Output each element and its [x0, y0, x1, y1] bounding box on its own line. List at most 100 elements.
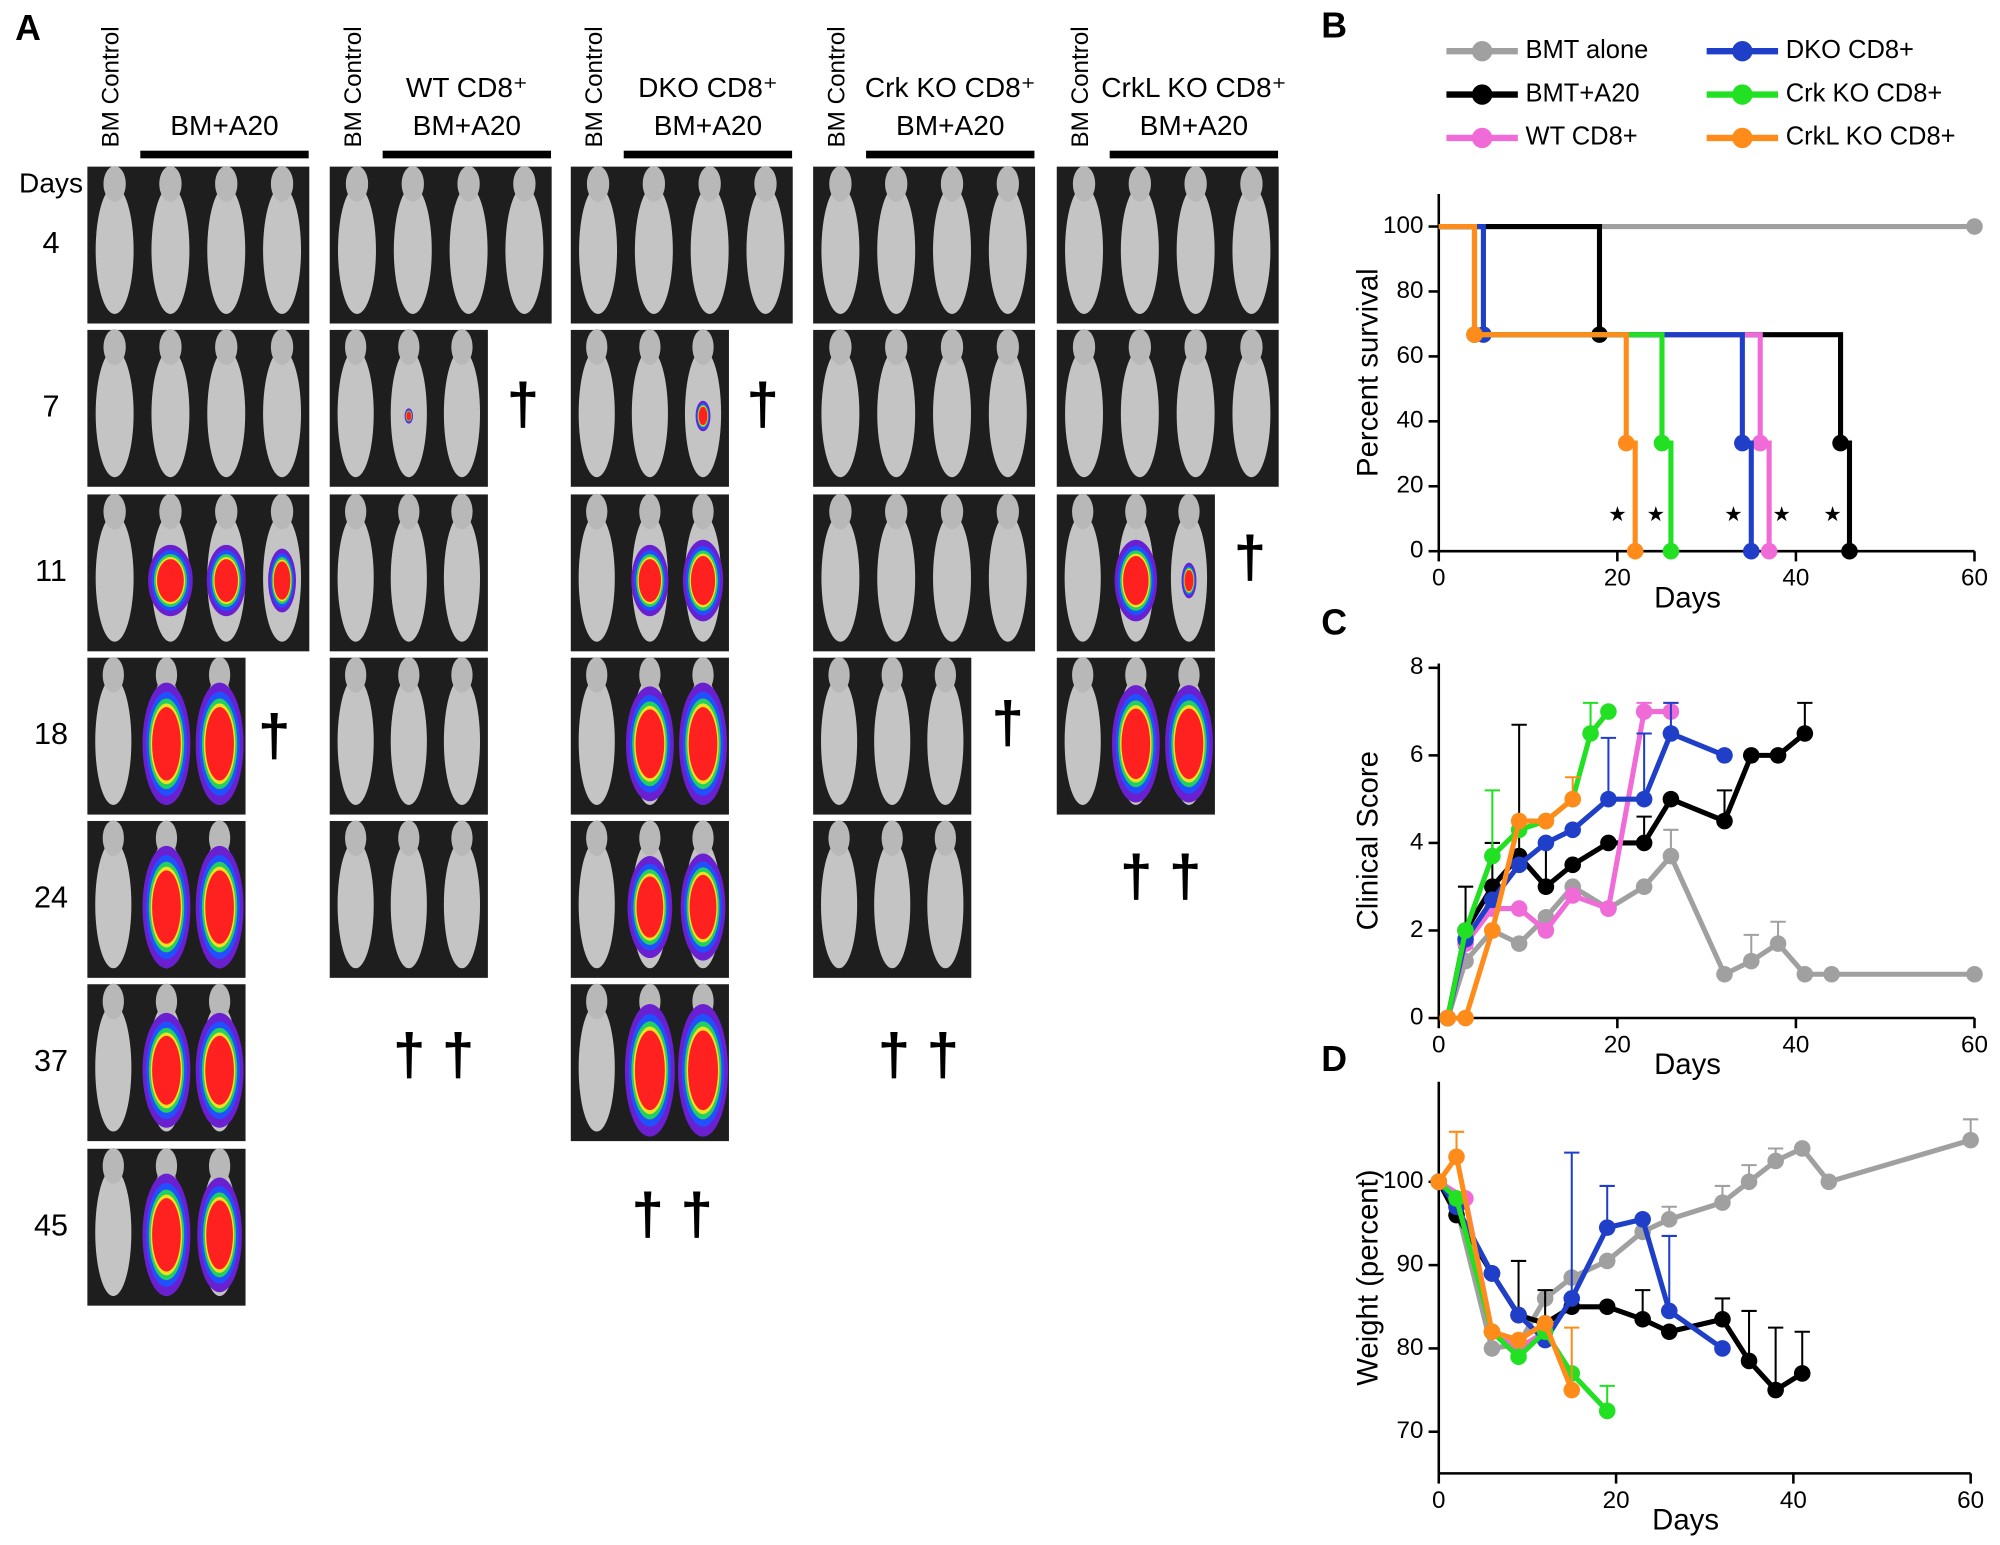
legend-label: BMT+A20: [1526, 79, 1640, 107]
mouse-body: [1065, 186, 1103, 314]
bioluminescence: [157, 559, 184, 602]
mouse-head: [586, 329, 608, 365]
point: [1662, 790, 1680, 808]
mouse-body: [505, 186, 544, 314]
x-tick-label: 0: [1432, 565, 1445, 592]
point: [1484, 847, 1501, 865]
error-bar: [1564, 1151, 1580, 1299]
day-label: 37: [34, 1044, 68, 1078]
survival-step: [1626, 440, 1638, 552]
mouse-head: [513, 165, 536, 202]
error-bar: [1636, 732, 1652, 800]
mouse-body: [821, 514, 860, 642]
bioluminescence: [698, 406, 708, 426]
mouse-head: [103, 165, 126, 202]
x-tick-label: 0: [1432, 1032, 1445, 1059]
point: [1439, 1009, 1456, 1027]
mouse-head: [155, 983, 178, 1020]
group-title: Crk KO CD8⁺: [865, 72, 1036, 103]
point: [1832, 434, 1849, 452]
bioluminescence: [273, 561, 291, 600]
x-axis-label: Days: [1652, 1504, 1719, 1537]
group-title: BM+A20: [413, 110, 521, 141]
mouse-body: [390, 677, 427, 806]
mouse-body: [390, 840, 427, 969]
point: [1483, 1265, 1501, 1282]
y-tick-label: 90: [1397, 1251, 1424, 1278]
mouse-head: [639, 820, 661, 857]
mouse-head: [829, 165, 852, 202]
point: [1714, 1194, 1731, 1211]
legend-label: CrkL KO CD8+: [1786, 123, 1956, 151]
death-mark: † †: [878, 1022, 960, 1087]
mouse-body: [207, 349, 246, 478]
mouse-body: [95, 1168, 132, 1297]
annotation: ★: [1772, 504, 1790, 526]
mouse-head: [270, 493, 294, 530]
error-bar: [1564, 1326, 1580, 1391]
mouse-head: [586, 493, 608, 530]
legend-label: DKO CD8+: [1786, 36, 1914, 64]
mouse-body: [634, 186, 673, 314]
point: [1600, 703, 1617, 720]
mouse-head: [159, 493, 182, 530]
day-label: 7: [43, 389, 60, 423]
mouse-head: [934, 657, 956, 693]
mouse-body: [877, 349, 916, 478]
point: [1563, 1290, 1581, 1307]
mouse-body: [1232, 186, 1271, 314]
point: [1740, 1173, 1758, 1191]
point: [1662, 847, 1680, 865]
survival-step: [1483, 332, 1745, 444]
mouse-head: [642, 165, 666, 202]
mouse-head: [1072, 657, 1094, 693]
point: [1598, 1219, 1616, 1236]
point: [1626, 542, 1644, 560]
point: [1448, 1190, 1465, 1207]
mouse-head: [996, 329, 1019, 365]
mouse-head: [102, 820, 124, 857]
mouse-body: [95, 349, 134, 478]
mouse-body: [578, 677, 615, 806]
legend-marker: [1732, 127, 1753, 149]
mouse-head: [1072, 329, 1096, 365]
series-line: [1445, 731, 1807, 1019]
point: [1734, 434, 1751, 452]
point: [1767, 1152, 1784, 1170]
death-mark: † †: [1120, 844, 1202, 909]
mouse-body: [95, 840, 132, 969]
y-tick-label: 8: [1410, 653, 1423, 680]
point: [1617, 434, 1635, 452]
survival-step: [1474, 332, 1763, 444]
point: [1841, 542, 1858, 560]
mouse-head: [1240, 165, 1263, 202]
point: [1635, 790, 1653, 808]
point: [1635, 703, 1653, 720]
mouse-head: [692, 820, 714, 857]
control-label: BM Control: [823, 26, 850, 147]
x-tick-label: 20: [1604, 565, 1631, 592]
point: [1820, 1173, 1838, 1191]
mouse-head: [1178, 493, 1200, 530]
x-axis-label: Days: [1654, 1048, 1721, 1081]
point: [1600, 834, 1617, 852]
bioluminescence: [152, 1198, 181, 1272]
survival-step: [1438, 223, 1478, 335]
y-tick-label: 0: [1410, 537, 1423, 564]
error-bar: [1741, 1309, 1757, 1361]
mouse-body: [337, 349, 374, 478]
mouse-head: [208, 983, 231, 1020]
survival-step: [1438, 223, 1478, 335]
mouse-head: [828, 820, 850, 857]
bioluminescence: [152, 1035, 181, 1105]
point: [1660, 1323, 1678, 1341]
mouse-head: [270, 329, 294, 365]
y-tick-label: 20: [1397, 472, 1424, 499]
bioluminescence: [690, 556, 716, 606]
point: [1564, 821, 1581, 839]
survival-step: [1742, 440, 1754, 552]
bioluminescence: [214, 559, 238, 602]
mouse-head: [692, 493, 714, 530]
point: [1484, 922, 1501, 939]
death-mark: † †: [393, 1022, 475, 1087]
